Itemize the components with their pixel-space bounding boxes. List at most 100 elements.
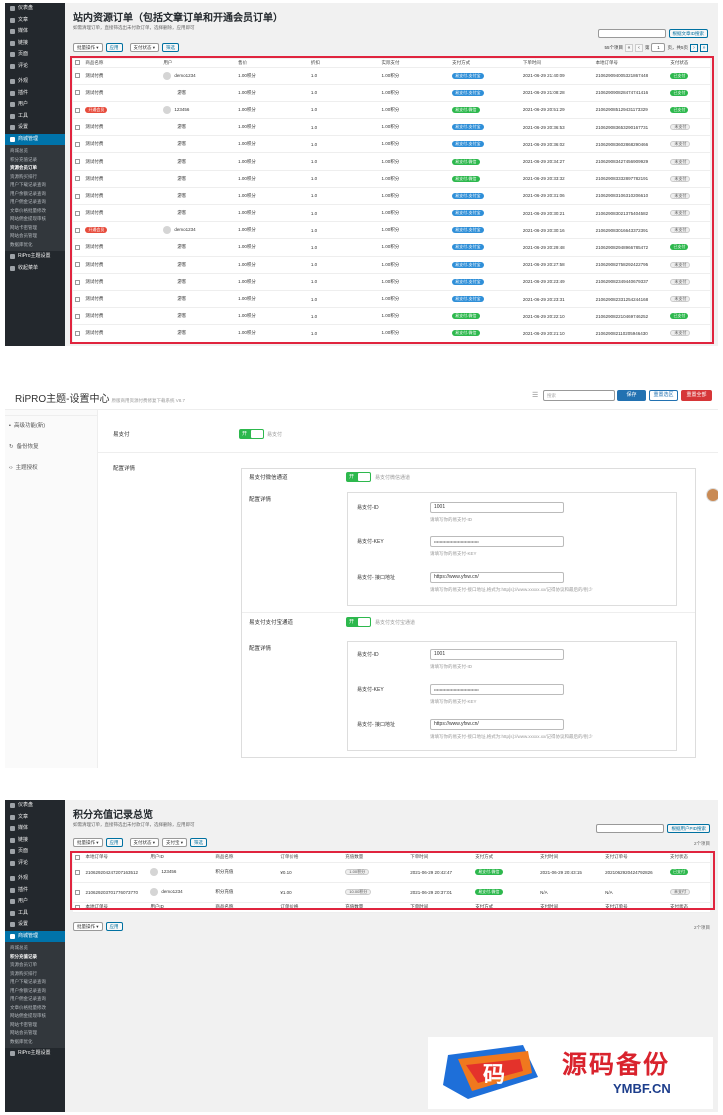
shop-submenu-item[interactable]: 网站会员管理 (10, 1030, 37, 1035)
shop-submenu-item[interactable]: 资源会员订单 (10, 165, 37, 170)
sidebar-item-3[interactable]: 链接 (5, 38, 65, 50)
column-header[interactable]: 本地订单号 (593, 59, 669, 68)
sidebar-item-mid-4[interactable]: 设置 (5, 919, 65, 931)
sidebar-item-mid-0[interactable]: 外观 (5, 76, 65, 88)
column-footer[interactable]: 支付订单号 (603, 902, 669, 913)
column-header[interactable]: 售价 (236, 59, 309, 68)
shop-submenu-item[interactable]: 用户佣金记录查询 (10, 996, 46, 1001)
prev-page-button[interactable]: ‹ (634, 43, 643, 52)
row-checkbox[interactable] (75, 262, 80, 268)
column-header[interactable]: 商品名称 (213, 853, 279, 863)
row-checkbox[interactable] (75, 193, 80, 199)
shop-submenu-item[interactable]: 文章价格批量修改 (10, 1004, 46, 1010)
shop-submenu-item[interactable]: 用户下载记录查询 (10, 979, 46, 984)
wx-url-input[interactable]: https://www.yfxw.cn/ (430, 572, 564, 583)
row-checkbox[interactable] (75, 90, 80, 96)
sidebar-item-shop[interactable]: 商城管理 (5, 133, 65, 145)
bulk-action-select[interactable]: 批量操作 ▾ (73, 43, 103, 52)
pay-status-select[interactable]: 支付状态 ▾ (129, 838, 160, 847)
row-checkbox[interactable] (75, 142, 80, 147)
sidebar-item-0[interactable]: 仪表盘 (5, 3, 65, 15)
search-input[interactable] (596, 824, 665, 833)
column-header[interactable]: 下单时间 (520, 59, 594, 68)
apply-button[interactable]: 应用 (105, 43, 123, 52)
column-header[interactable]: 实际支付 (379, 59, 451, 68)
filter-button[interactable]: 筛选 (162, 43, 180, 52)
ali-url-input[interactable]: https://www.yfxw.cn/ (430, 719, 564, 730)
ali-key-input[interactable]: •••••••••••••••••••••••••••••••• (430, 684, 564, 695)
column-header[interactable]: 支付时间 (538, 853, 604, 863)
menu-item-advanced[interactable]: ▪ 高级功能(新) (5, 416, 97, 437)
shop-submenu-item[interactable]: 资源购买排行 (10, 173, 37, 179)
sidebar-item-mid-4[interactable]: 设置 (5, 122, 65, 134)
row-checkbox[interactable] (75, 210, 80, 216)
sidebar-item-mid-2[interactable]: 用户 (5, 99, 65, 111)
sidebar-item-5[interactable]: 评论 (5, 61, 65, 73)
sidebar-item-mid-1[interactable]: 插件 (5, 88, 65, 100)
row-checkbox[interactable] (75, 159, 80, 165)
sidebar-item-5[interactable]: 评论 (5, 858, 65, 870)
sidebar-item-1[interactable]: 文章 (5, 15, 65, 27)
column-header[interactable]: 支付状态 (668, 59, 710, 68)
menu-item-clipped[interactable] (5, 410, 97, 416)
row-checkbox[interactable] (75, 245, 80, 251)
select-all-checkbox[interactable] (75, 854, 80, 860)
menu-item-backup[interactable]: ↻ 备份恢复 (5, 437, 97, 458)
pay-way-select[interactable]: 支付宝 ▾ (162, 838, 188, 847)
column-header[interactable]: 充值数量 (343, 853, 409, 863)
row-checkbox[interactable] (75, 296, 80, 302)
column-footer[interactable]: 商品名称 (213, 902, 279, 913)
bulk-action-select-bottom[interactable]: 批量操作 ▾ (73, 922, 103, 931)
bulk-action-select[interactable]: 批量操作 ▾ (73, 838, 103, 847)
column-footer[interactable]: 下单时间 (408, 902, 474, 913)
sidebar-item-4[interactable]: 页面 (5, 49, 65, 61)
wx-id-input[interactable]: 1001 (430, 502, 564, 513)
wx-channel-toggle[interactable]: 开 (346, 472, 371, 482)
shop-submenu-item[interactable]: 网站会员管理 (10, 233, 37, 238)
row-checkbox[interactable] (75, 889, 80, 895)
avatar-float-icon[interactable] (706, 488, 718, 502)
row-checkbox[interactable] (75, 124, 80, 130)
column-header[interactable]: 支付状态 (668, 853, 710, 863)
select-all-checkbox[interactable] (75, 60, 80, 66)
sidebar-item-4[interactable]: 页面 (5, 846, 65, 858)
shop-submenu-item[interactable]: 资源购买排行 (10, 970, 37, 976)
sidebar-item-1[interactable]: 文章 (5, 812, 65, 824)
column-header[interactable]: 订单价格 (278, 853, 344, 863)
column-header[interactable]: 折扣 (308, 59, 380, 68)
apply-button[interactable]: 应用 (105, 838, 123, 847)
shop-submenu-item[interactable]: 数据库优化 (10, 241, 33, 247)
column-footer[interactable]: 订单价格 (278, 902, 344, 913)
sidebar-item-mid-1[interactable]: 插件 (5, 885, 65, 897)
last-page-button[interactable]: » (700, 43, 708, 52)
shop-submenu-item[interactable]: 资源会员订单 (10, 962, 37, 967)
column-header[interactable]: 用户ID (148, 853, 214, 863)
shop-submenu-item[interactable]: 积分充值记录 (10, 953, 37, 959)
search-input[interactable] (597, 29, 666, 38)
sidebar-item-2[interactable]: 媒体 (5, 823, 65, 835)
sidebar-item-0[interactable]: 仪表盘 (5, 800, 65, 812)
shop-submenu-item[interactable]: 用户余额记录查询 (10, 987, 46, 993)
row-checkbox[interactable] (75, 279, 80, 285)
current-page-input[interactable]: 1 (651, 43, 666, 52)
first-page-button[interactable]: « (624, 43, 633, 52)
column-footer[interactable]: 支付状态 (668, 902, 710, 913)
row-checkbox[interactable] (75, 227, 80, 233)
column-footer[interactable]: 充值数量 (343, 902, 409, 913)
shop-submenu-item[interactable]: 数据库优化 (10, 1038, 33, 1044)
ali-id-input[interactable]: 1001 (430, 649, 564, 660)
sidebar-item-mid-2[interactable]: 用户 (5, 896, 65, 908)
row-checkbox[interactable] (75, 869, 80, 875)
shop-submenu-item[interactable]: 网站卡密管理 (10, 1021, 37, 1027)
column-header[interactable]: 支付方式 (473, 853, 539, 863)
shop-submenu-item[interactable]: 积分充值记录 (10, 156, 37, 162)
shop-submenu-item[interactable]: 用户佣金记录查询 (10, 199, 46, 204)
apply-button-bottom[interactable]: 应用 (105, 922, 123, 931)
column-header[interactable]: 下单时间 (408, 853, 474, 863)
menu-item-license[interactable]: ‹› 主题授权 (5, 458, 97, 479)
save-button[interactable]: 保存 (617, 390, 646, 401)
row-checkbox[interactable] (75, 176, 80, 182)
sidebar-item-mid-3[interactable]: 工具 (5, 111, 65, 123)
column-header[interactable]: 支付方式 (450, 59, 521, 68)
sidebar-item-bottom-0[interactable]: RiPro主题设置 (5, 251, 65, 263)
